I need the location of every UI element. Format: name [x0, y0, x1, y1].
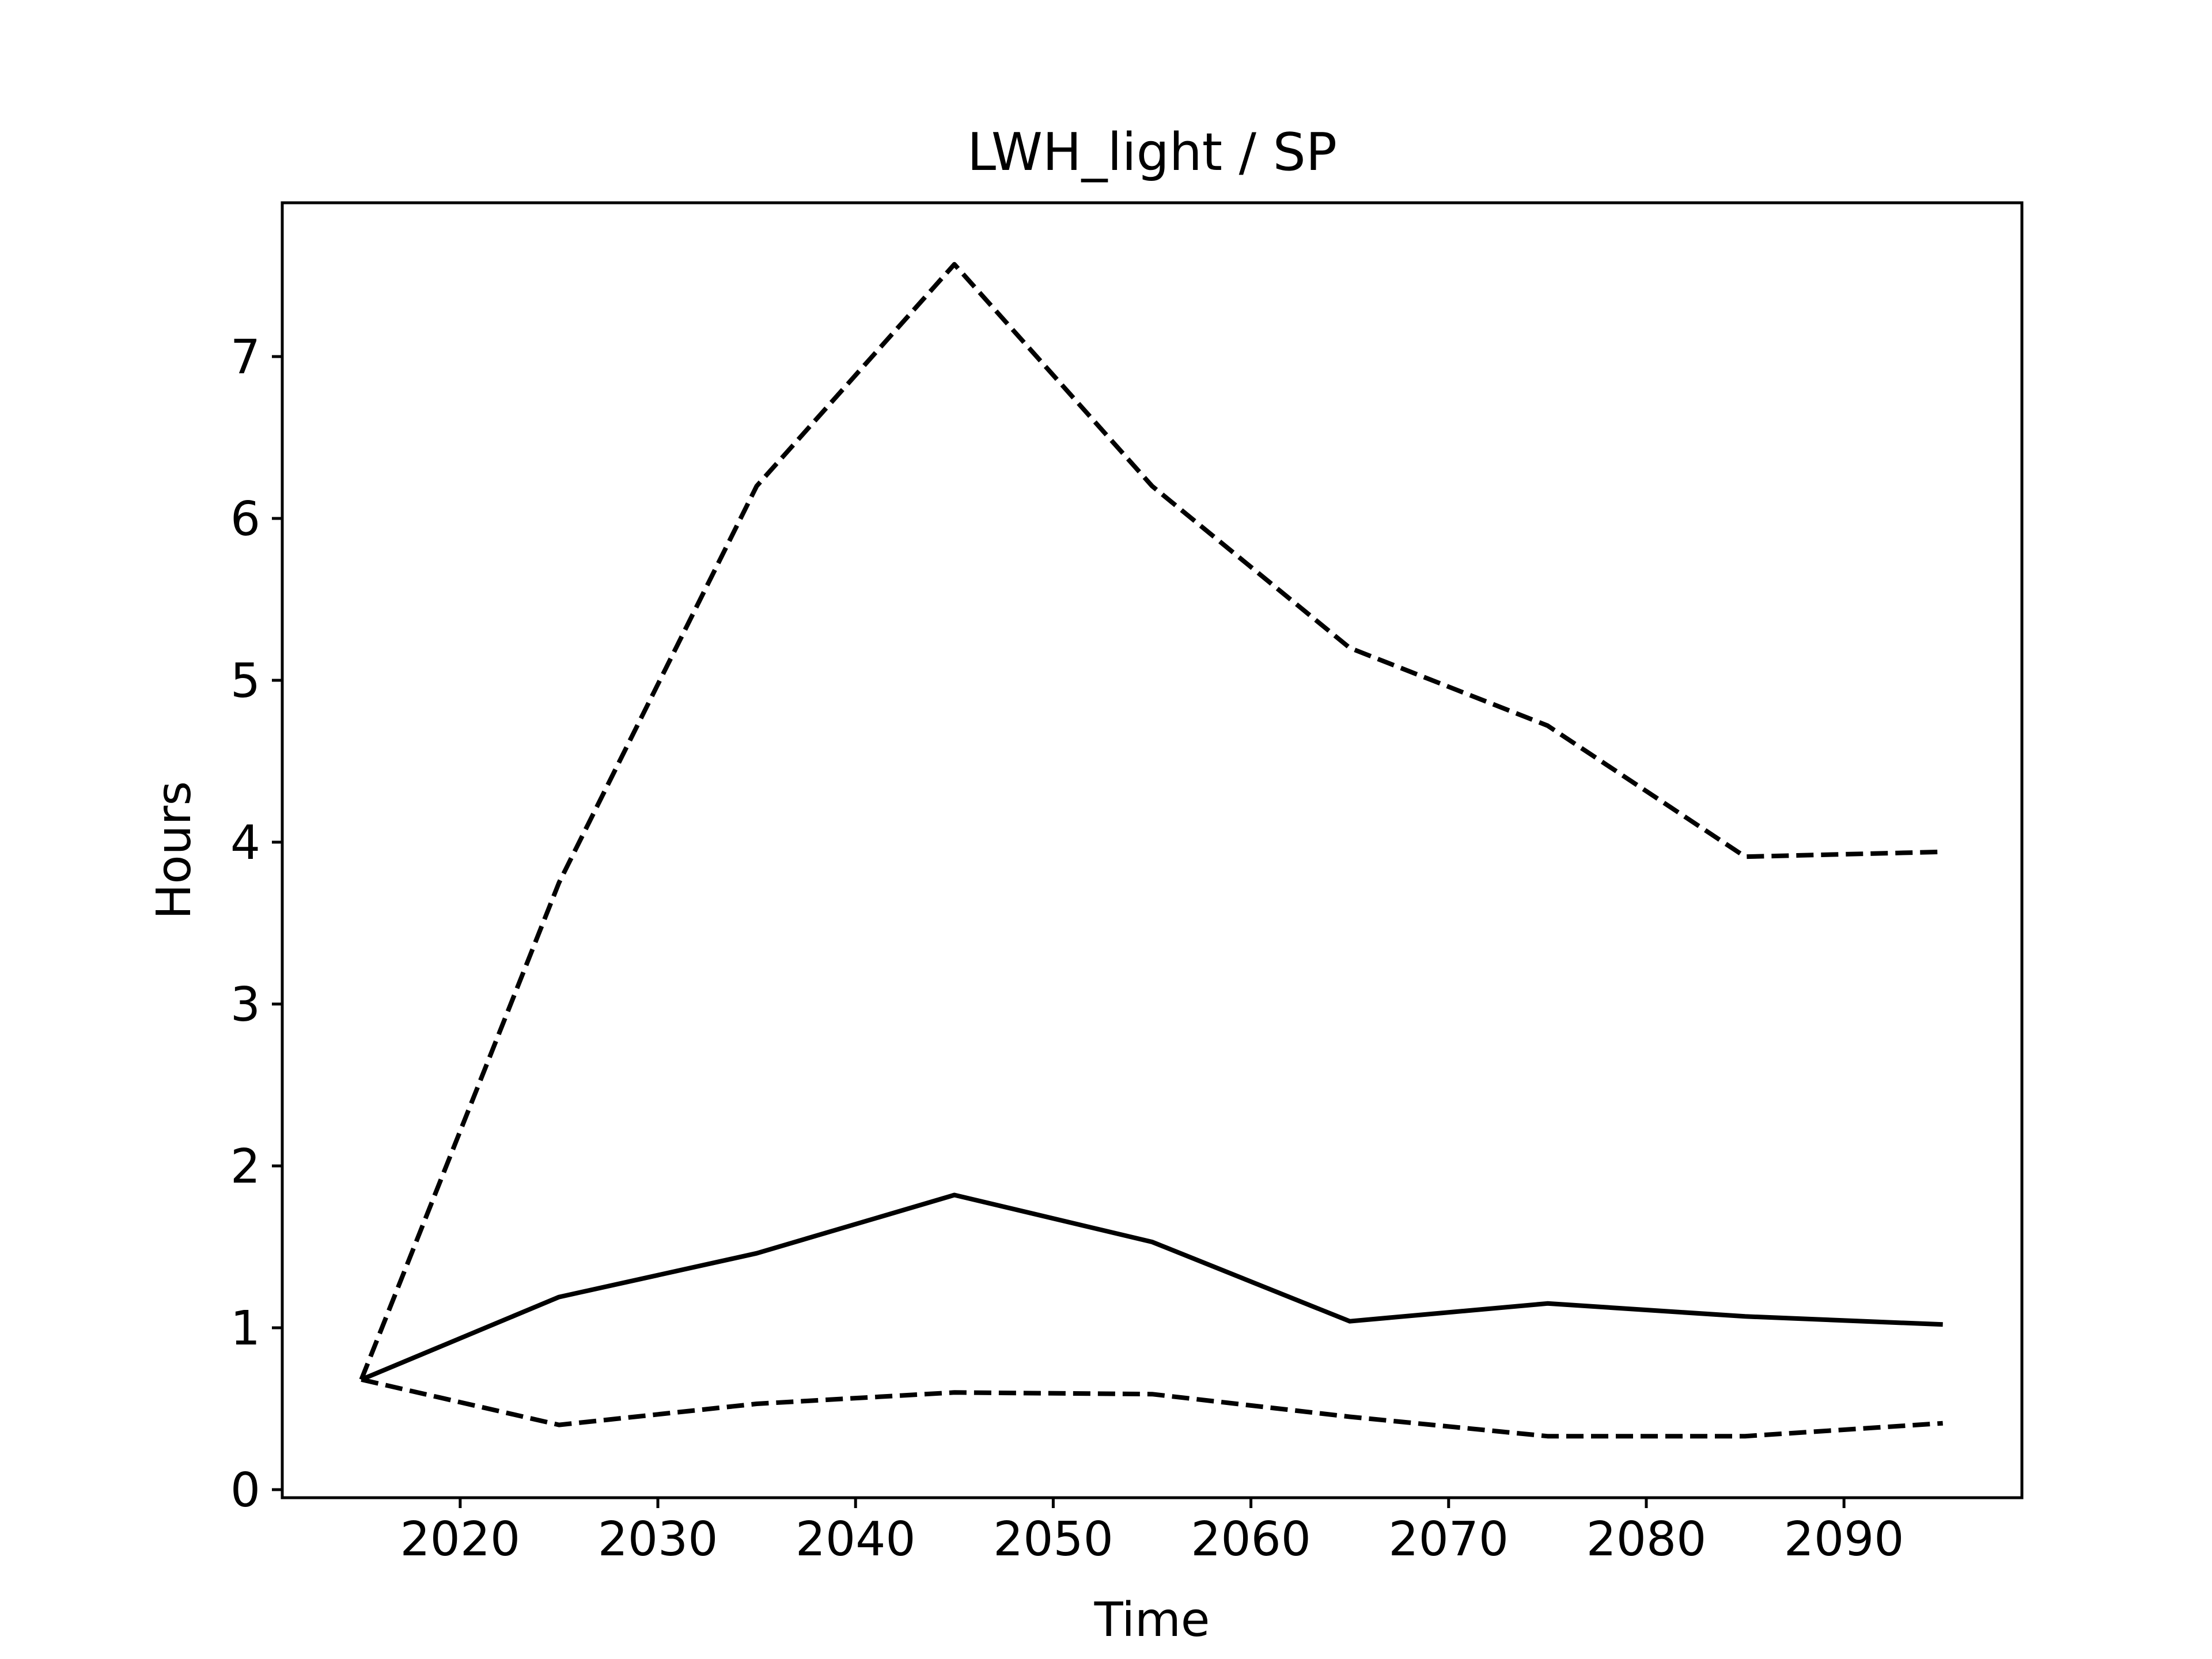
- axes-frame: [281, 201, 2024, 1499]
- y-tick-label: 3: [230, 978, 260, 1032]
- y-tick-label: 6: [230, 492, 260, 547]
- series-line-1: [360, 1192, 1943, 1382]
- series-layer: [359, 262, 1943, 1439]
- y-tick-label: 2: [230, 1139, 260, 1194]
- y-tick-label: 7: [230, 330, 260, 385]
- plot-area: [281, 201, 2024, 1499]
- x-axis: 2020 2030 2040 2050 2060 2070 2080 2090: [400, 1498, 1904, 1567]
- x-tick-label: 2040: [796, 1512, 916, 1567]
- chart-title: LWH_light / SP: [967, 122, 1337, 183]
- series-line-3: [361, 1377, 1943, 1439]
- x-tick-label: 2020: [400, 1512, 521, 1567]
- y-axis: 0 1 2 3 4 5 6 7: [230, 330, 282, 1518]
- y-axis-label: Hours: [147, 781, 202, 919]
- y-tick-label: 5: [230, 654, 260, 709]
- series-line-2: [359, 262, 1943, 1381]
- x-tick-label: 2080: [1586, 1512, 1707, 1567]
- x-tick-label: 2060: [1191, 1512, 1311, 1567]
- x-tick-label: 2030: [598, 1512, 718, 1567]
- x-axis-label: Time: [1094, 1593, 1210, 1647]
- y-tick-label: 0: [230, 1463, 260, 1518]
- x-tick-label: 2090: [1784, 1512, 1904, 1567]
- x-tick-label: 2050: [993, 1512, 1113, 1567]
- y-tick-label: 4: [230, 816, 260, 870]
- y-tick-label: 1: [230, 1301, 260, 1356]
- x-tick-label: 2070: [1388, 1512, 1509, 1567]
